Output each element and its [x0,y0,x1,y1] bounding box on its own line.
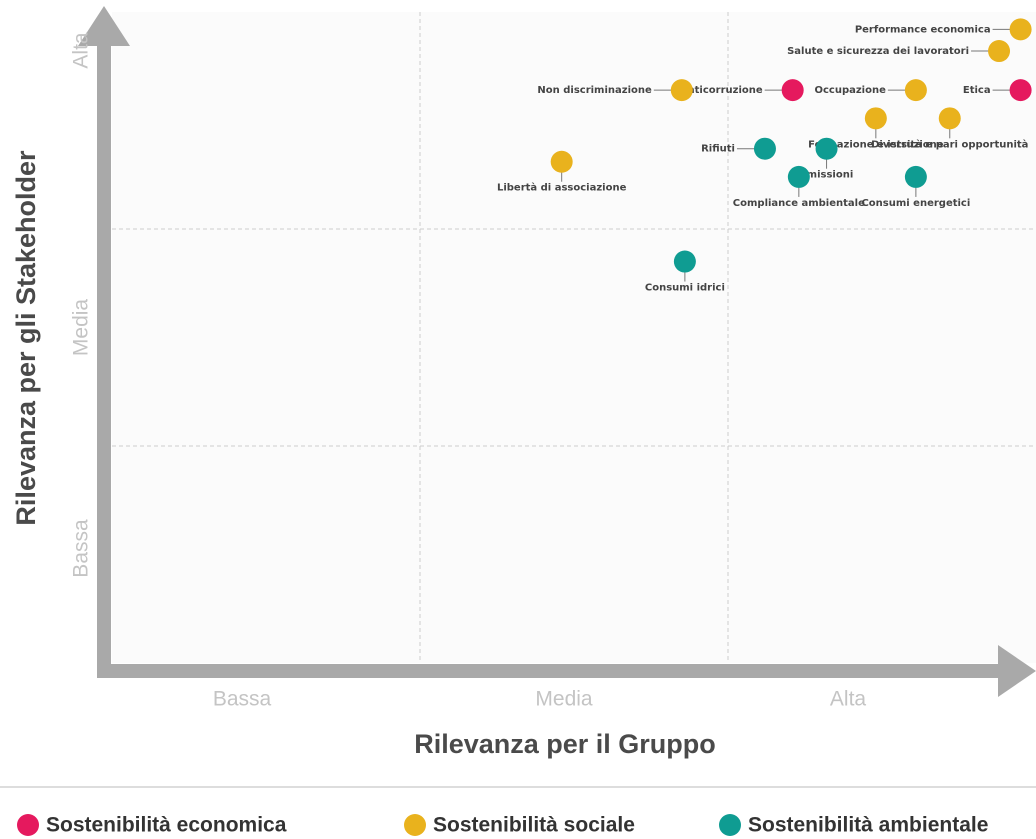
y-axis-title: Rilevanza per gli Stakeholder [11,150,41,526]
y-axis-arrow [78,6,130,46]
point-label: Formazione e istruzione [808,139,944,150]
point [988,40,1011,63]
point-label: Libertà di associazione [497,182,627,194]
point [815,137,838,160]
point [904,165,927,188]
x-axis-arrow [998,645,1036,697]
x-axis-title: Rilevanza per il Gruppo [414,729,716,759]
y-tick-label: Media [70,299,93,357]
x-tick-label: Bassa [213,688,272,711]
point [938,107,961,130]
plot-area [112,12,1036,663]
point [1009,18,1032,41]
point [670,79,693,102]
legend-label: Sostenibilità economica [46,814,287,837]
point-label: Rifiuti [701,144,735,155]
point [1009,79,1032,102]
point [781,79,804,102]
point-label: Consumi idrici [645,283,725,294]
point [787,165,810,188]
point-label: Emissioni [800,170,853,181]
legend-marker [719,814,741,836]
point-label: Consumi energetici [861,198,970,209]
x-tick-label: Alta [830,688,867,711]
x-tick-label: Media [535,688,593,711]
point [550,150,573,173]
point-label: Performance economica [855,24,991,35]
y-tick-label: Bassa [70,519,93,578]
point-label: Anticorruzione [680,85,763,96]
point [864,107,887,130]
point-label: Etica [963,85,991,96]
legend-marker [17,814,39,836]
y-tick-label: Alta [70,32,93,69]
point-label: Diversità e pari opportunità [871,138,1028,150]
point-label: Salute e sicurezza dei lavoratori [787,46,969,57]
point [673,250,696,273]
point-label: Compliance ambientale [733,198,865,209]
legend-marker [404,814,426,836]
point-label: Occupazione [814,85,886,96]
point [904,79,927,102]
legend-label: Sostenibilità ambientale [748,814,988,837]
point-label: Non discriminazione [537,85,652,96]
legend-label: Sostenibilità sociale [433,814,635,837]
point [753,137,776,160]
